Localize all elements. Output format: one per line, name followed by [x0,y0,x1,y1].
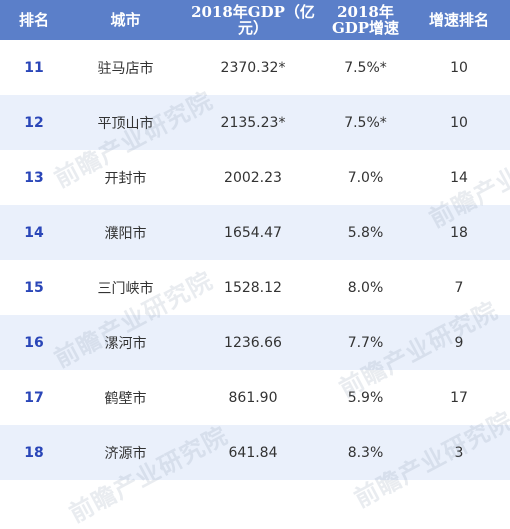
gdp-cell: 641.84 [228,444,278,461]
growth-cell: 7.5%* [344,114,387,131]
gdp-cell: 1236.66 [224,334,282,351]
rank-cell: 15 [24,279,44,296]
city-cell: 濮阳市 [104,225,147,242]
rank-cell: 11 [24,59,44,76]
gdp-cell: 2135.23* [220,114,286,131]
growth-cell: 8.0% [347,279,384,296]
rank-cell: 14 [24,224,44,241]
growth-rank-cell: 17 [450,389,468,406]
rank-cell: 16 [24,334,44,351]
table-header: 排名 城市 2018年GDP（亿元） 2018年 GDP增速 增速排名 [0,0,510,40]
rank-cell: 18 [24,444,44,461]
city-cell: 驻马店市 [97,60,154,77]
growth-cell: 7.0% [347,169,384,186]
table-row: 12 平顶山市 2135.23* 7.5%* 10 [0,95,510,150]
city-cell: 鹤壁市 [104,390,147,407]
growth-cell: 5.8% [347,224,384,241]
rank-cell: 12 [24,114,44,131]
gdp-cell: 861.90 [228,389,278,406]
gdp-cell: 2370.32* [220,59,286,76]
gdp-cell: 2002.23 [224,169,282,186]
header-gdp-growth: 2018年 GDP增速 [331,3,400,37]
rank-cell: 13 [24,169,44,186]
growth-rank-cell: 3 [454,444,464,461]
gdp-cell: 1528.12 [224,279,282,296]
table-row: 17 鹤壁市 861.90 5.9% 17 [0,370,510,425]
table-row: 11 驻马店市 2370.32* 7.5%* 10 [0,40,510,95]
header-rank: 排名 [18,11,49,29]
growth-rank-cell: 14 [450,169,468,186]
table-body: 11 驻马店市 2370.32* 7.5%* 10 12 平顶山市 2135.2… [0,40,510,480]
growth-rank-cell: 9 [454,334,464,351]
city-cell: 济源市 [104,445,147,462]
growth-cell: 7.7% [347,334,384,351]
growth-cell: 7.5%* [344,59,387,76]
growth-cell: 5.9% [347,389,384,406]
city-cell: 平顶山市 [97,115,154,132]
table-row: 13 开封市 2002.23 7.0% 14 [0,150,510,205]
table-row: 16 漯河市 1236.66 7.7% 9 [0,315,510,370]
header-gdp: 2018年GDP（亿元） [191,3,315,37]
rank-cell: 17 [24,389,44,406]
city-cell: 漯河市 [104,335,147,352]
table-row: 14 濮阳市 1654.47 5.8% 18 [0,205,510,260]
table-row: 18 济源市 641.84 8.3% 3 [0,425,510,480]
table-row: 15 三门峡市 1528.12 8.0% 7 [0,260,510,315]
header-city: 城市 [110,11,141,29]
city-cell: 开封市 [104,170,147,187]
growth-cell: 8.3% [347,444,384,461]
header-growth-rank: 增速排名 [428,11,489,29]
growth-rank-cell: 7 [454,279,464,296]
city-cell: 三门峡市 [97,280,154,297]
growth-rank-cell: 10 [450,114,468,131]
growth-rank-cell: 18 [450,224,468,241]
growth-rank-cell: 10 [450,59,468,76]
gdp-cell: 1654.47 [224,224,282,241]
